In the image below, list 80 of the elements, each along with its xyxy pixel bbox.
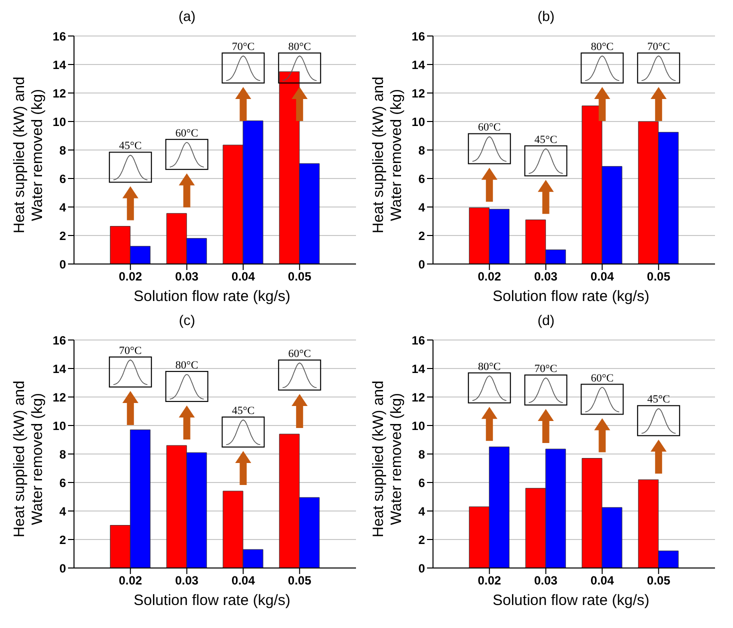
- y-tick-label: 2: [418, 532, 426, 547]
- y-tick-label: 2: [59, 228, 66, 243]
- x-axis-title: Solution flow rate (kg/s): [492, 592, 650, 611]
- x-tick-label: 0.05: [288, 574, 312, 588]
- y-axis-title: Heat supplied (kW) and Water removed (kg): [11, 76, 46, 234]
- y-tick-label: 4: [418, 200, 426, 214]
- annotation: 60°C: [175, 127, 198, 140]
- chart-title: (a): [177, 8, 197, 26]
- y-tick-label: 10: [412, 114, 426, 129]
- y-tick-label: 16: [412, 29, 426, 44]
- y-tick-label: 12: [52, 390, 66, 404]
- x-axis-title: Solution flow rate (kg/s): [492, 288, 650, 307]
- y-tick-label: 10: [52, 114, 66, 129]
- chart-title: (d): [536, 312, 556, 330]
- annotation: 45°C: [534, 134, 558, 146]
- annotation: 70°C: [647, 41, 670, 53]
- y-tick-label: 8: [59, 143, 66, 158]
- annotation: 80°C: [478, 360, 501, 373]
- y-tick-label: 4: [418, 504, 426, 518]
- y-tick-label: 14: [52, 362, 66, 376]
- y-tick-label: 6: [59, 476, 66, 490]
- chart-title: (c): [178, 312, 196, 330]
- y-tick-label: 6: [418, 476, 426, 490]
- x-tick-label: 0.03: [175, 574, 199, 588]
- x-tick-label: 0.04: [590, 270, 614, 284]
- y-tick-label: 14: [412, 58, 426, 72]
- annotation: 60°C: [478, 122, 501, 134]
- x-tick-label: 0.02: [118, 270, 142, 284]
- x-tick-label: 0.05: [646, 574, 671, 588]
- y-axis-title: Heat supplied (kW) and Water removed (kg): [370, 380, 405, 538]
- y-tick-label: 8: [418, 143, 426, 158]
- y-tick-label: 12: [412, 86, 426, 100]
- y-tick-label: 0: [418, 257, 426, 272]
- y-tick-label: 12: [52, 86, 66, 100]
- y-tick-label: 2: [59, 532, 66, 547]
- y-tick-label: 2: [418, 228, 426, 243]
- annotation: 70°C: [119, 345, 142, 357]
- x-tick-label: 0.03: [175, 270, 199, 284]
- y-tick-label: 8: [418, 447, 426, 462]
- chart-title: (b): [536, 8, 556, 26]
- y-tick-label: 10: [412, 418, 426, 433]
- x-tick-label: 0.05: [288, 270, 312, 284]
- annotation: 60°C: [288, 348, 311, 360]
- y-tick-label: 0: [418, 561, 426, 576]
- annotation: 70°C: [232, 41, 255, 53]
- y-tick-label: 0: [59, 561, 66, 576]
- y-axis-title: Heat supplied (kW) and Water removed (kg): [11, 380, 46, 538]
- x-tick-label: 0.03: [534, 574, 558, 588]
- y-tick-label: 12: [412, 390, 426, 404]
- y-tick-label: 0: [59, 257, 66, 272]
- y-tick-label: 10: [52, 418, 66, 433]
- x-tick-label: 0.02: [478, 270, 502, 284]
- y-tick-label: 16: [52, 29, 66, 44]
- annotation: 45°C: [119, 140, 142, 152]
- x-tick-label: 0.02: [118, 574, 142, 588]
- x-tick-label: 0.03: [534, 270, 558, 284]
- x-axis-title: Solution flow rate (kg/s): [132, 592, 292, 611]
- y-tick-label: 14: [412, 362, 426, 376]
- x-tick-label: 0.04: [232, 270, 256, 284]
- annotation: 45°C: [232, 405, 255, 418]
- y-tick-label: 14: [52, 58, 66, 72]
- annotation: 45°C: [647, 394, 670, 406]
- y-tick-label: 8: [59, 447, 66, 462]
- annotation: 80°C: [590, 41, 614, 53]
- annotation: 80°C: [288, 41, 311, 53]
- annotation: 60°C: [590, 372, 614, 384]
- y-axis-title: Heat supplied (kW) and Water removed (kg): [370, 76, 405, 234]
- y-tick-label: 16: [412, 333, 426, 348]
- x-tick-label: 0.05: [646, 270, 671, 284]
- annotation: 80°C: [175, 359, 198, 372]
- y-tick-label: 4: [59, 504, 66, 518]
- x-axis-title: Solution flow rate (kg/s): [132, 288, 292, 307]
- x-tick-label: 0.04: [590, 574, 614, 588]
- y-tick-label: 4: [59, 200, 66, 214]
- y-tick-label: 6: [418, 172, 426, 186]
- y-tick-label: 16: [52, 333, 66, 348]
- annotation: 70°C: [534, 363, 558, 376]
- x-tick-label: 0.04: [232, 574, 256, 588]
- x-tick-label: 0.02: [478, 574, 502, 588]
- y-tick-label: 6: [59, 172, 66, 186]
